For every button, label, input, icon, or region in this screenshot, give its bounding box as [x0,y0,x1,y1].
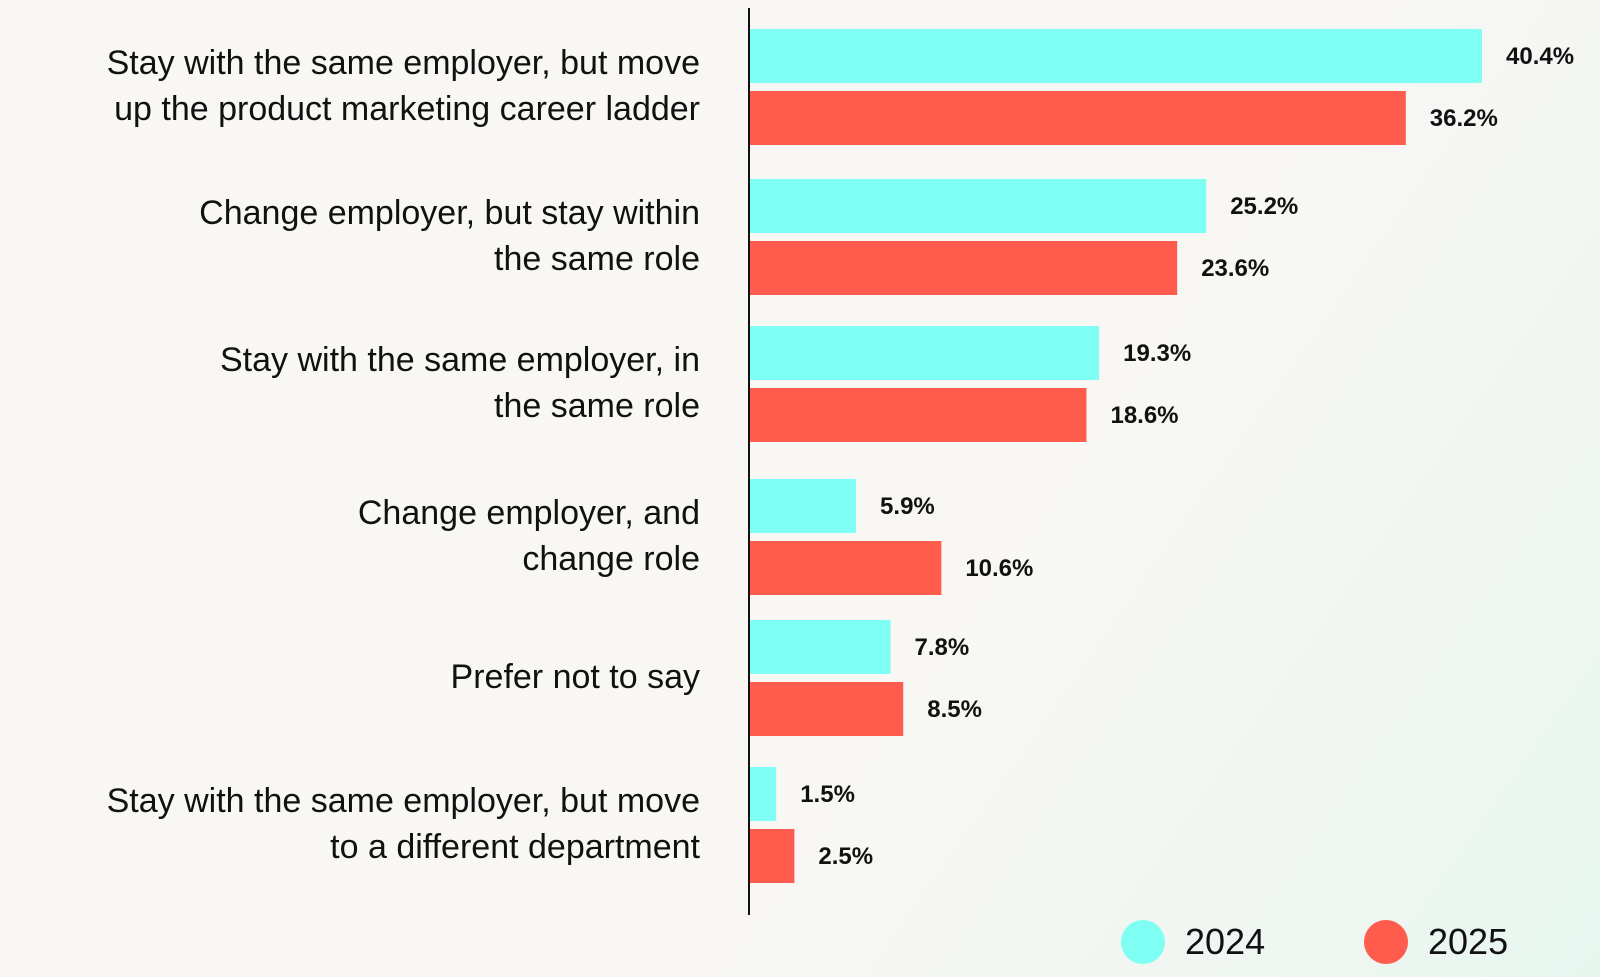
category-labels: Stay with the same employer, but move up … [107,44,701,866]
category-label-5-line-0: Stay with the same employer, but move [107,782,700,820]
bars-layer [749,29,1482,883]
value-label-2024-5: 1.5% [800,781,855,808]
value-label-2024-4: 7.8% [915,634,970,661]
legend-swatch-2024 [1121,920,1165,964]
category-label-1-line-0: Change employer, but stay within [199,194,700,232]
bar-2025-1 [749,241,1178,295]
category-label-1-line-1: the same role [494,240,700,278]
category-label-5-line-1: to a different department [330,828,700,866]
bar-2025-5 [749,829,795,883]
category-label-0-line-1: up the product marketing career ladder [114,90,700,128]
bar-2025-2 [749,388,1087,442]
legend: 2024 2025 [1121,920,1508,964]
value-label-2024-1: 25.2% [1230,193,1298,220]
legend-label-2024: 2024 [1185,921,1265,962]
category-label-2-line-0: Stay with the same employer, in [220,341,700,379]
value-label-2025-2: 18.6% [1110,402,1178,429]
category-label-0-line-0: Stay with the same employer, but move [107,44,700,82]
value-label-2024-3: 5.9% [880,493,935,520]
legend-label-2025: 2025 [1428,921,1508,962]
category-label-4-line-0: Prefer not to say [451,658,700,696]
bar-2024-4 [749,620,891,674]
value-label-2025-1: 23.6% [1201,255,1269,282]
bar-2025-4 [749,682,904,736]
value-label-2024-0: 40.4% [1506,43,1574,70]
legend-swatch-2025 [1364,920,1408,964]
value-label-2024-2: 19.3% [1123,340,1191,367]
value-label-2025-4: 8.5% [927,696,982,723]
value-label-2025-3: 10.6% [965,555,1033,582]
value-label-2025-0: 36.2% [1430,105,1498,132]
category-label-3-line-1: change role [522,540,700,578]
bar-2025-0 [749,91,1406,145]
category-label-3-line-0: Change employer, and [358,494,700,532]
bar-2025-3 [749,541,942,595]
bar-2024-1 [749,179,1207,233]
value-label-2025-5: 2.5% [818,843,873,870]
bar-2024-0 [749,29,1482,83]
value-labels: 40.4% 36.2% 25.2% 23.6% 19.3% 18.6% 5.9% 10.6% 7… [800,43,1574,870]
bar-2024-5 [749,767,777,821]
category-label-2-line-1: the same role [494,387,700,425]
bar-2024-3 [749,479,857,533]
bar-2024-2 [749,326,1100,380]
